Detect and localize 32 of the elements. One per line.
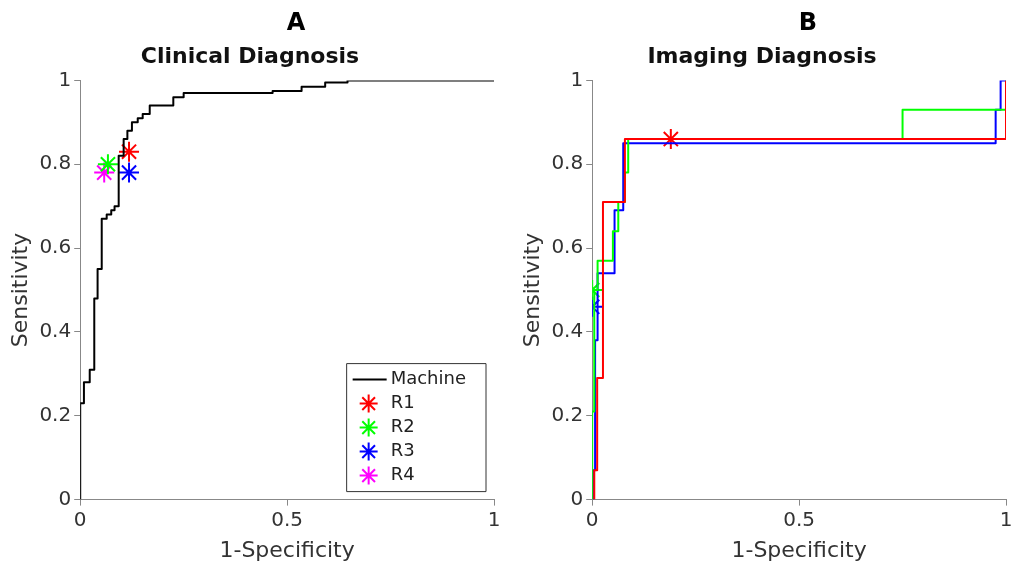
x-axis-title: 1-Specificity [731,536,867,562]
y-axis-title: Sensitivity [518,232,544,348]
y-tick-label: 0.2 [39,401,72,426]
x-axis-title: 1-Specificity [219,536,355,562]
chart-title: Imaging Diagnosis [647,42,877,68]
chart-title: Clinical Diagnosis [140,42,360,68]
y-tick-label: 0.8 [39,150,72,175]
y-tick-label: 0.4 [551,318,584,343]
x-tick-label: 0.5 [271,506,304,531]
y-tick-label: 0.8 [551,150,584,175]
y-tick-label: 0 [58,485,72,510]
y-tick-label: 1 [58,66,72,91]
point [118,161,141,184]
legend-label: R1 [390,391,415,413]
x-tick-label: 0.5 [783,506,816,531]
legend-label: R2 [390,415,415,437]
y-tick-label: 0.6 [551,234,584,259]
x-tick-label: 1 [487,506,501,531]
y-axis-title: Sensitivity [6,232,32,348]
legend-label: R3 [390,439,415,461]
y-tick-label: 0.6 [39,234,72,259]
y-tick-label: 0.2 [551,401,584,426]
point [96,153,119,176]
text: B [798,8,818,36]
text: A [286,8,306,36]
y-tick-label: 1 [570,66,584,91]
y-tick-label: 0 [570,485,584,510]
legend-label: Machine [390,367,467,389]
legend-label: R4 [390,463,415,485]
point [118,140,141,163]
x-tick-label: 1 [999,506,1013,531]
y-tick-label: 0.4 [39,318,72,343]
